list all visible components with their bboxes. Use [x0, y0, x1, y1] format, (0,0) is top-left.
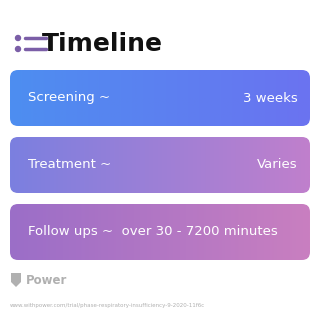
Text: www.withpower.com/trial/phase-respiratory-insufficiency-9-2020-11f6c: www.withpower.com/trial/phase-respirator… [10, 302, 205, 307]
Text: Follow ups ~  over 30 - 7200 minutes: Follow ups ~ over 30 - 7200 minutes [28, 226, 278, 238]
Text: 3 weeks: 3 weeks [243, 92, 298, 105]
Text: Timeline: Timeline [42, 32, 163, 56]
Text: Power: Power [26, 274, 68, 287]
Circle shape [15, 46, 20, 51]
Circle shape [15, 36, 20, 41]
Text: Treatment ~: Treatment ~ [28, 159, 111, 171]
Text: Varies: Varies [257, 159, 298, 171]
Text: Screening ~: Screening ~ [28, 92, 110, 105]
Polygon shape [11, 273, 21, 287]
